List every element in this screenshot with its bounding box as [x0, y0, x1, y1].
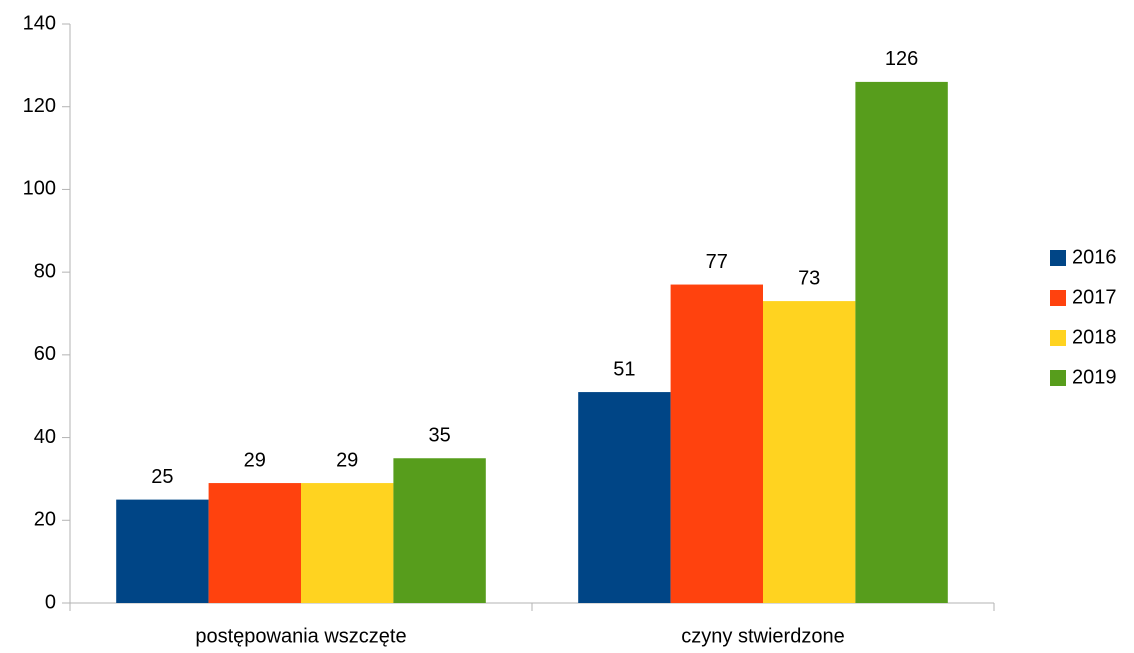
legend-label: 2017 [1072, 286, 1117, 308]
y-tick-label: 0 [45, 591, 56, 613]
y-tick-label: 20 [34, 509, 56, 531]
x-tick-label: czyny stwierdzone [681, 625, 844, 647]
data-label: 29 [244, 449, 266, 471]
y-tick-label: 80 [34, 260, 56, 282]
bar [393, 458, 486, 603]
y-tick-label: 140 [23, 12, 56, 34]
data-label: 51 [613, 358, 635, 380]
y-tick-label: 120 [23, 95, 56, 117]
y-tick-label: 100 [23, 178, 56, 200]
data-label: 77 [706, 251, 728, 273]
bar [578, 392, 671, 603]
data-label: 35 [428, 425, 450, 447]
bar [763, 301, 856, 603]
bar [208, 483, 301, 603]
legend-swatch [1050, 290, 1066, 306]
bar [301, 483, 394, 603]
legend-swatch [1050, 250, 1066, 266]
x-tick-label: postępowania wszczęte [195, 625, 406, 647]
legend-swatch [1050, 370, 1066, 386]
data-label: 25 [151, 466, 173, 488]
legend-swatch [1050, 330, 1066, 346]
y-tick-label: 40 [34, 426, 56, 448]
legend-label: 2016 [1072, 246, 1117, 268]
bar [855, 81, 948, 603]
bar [116, 499, 209, 603]
data-label: 73 [798, 267, 820, 289]
data-label: 29 [336, 449, 358, 471]
y-tick-label: 60 [34, 343, 56, 365]
data-label: 126 [885, 48, 918, 70]
bar [670, 284, 763, 603]
legend-label: 2018 [1072, 326, 1117, 348]
legend-label: 2019 [1072, 366, 1117, 388]
